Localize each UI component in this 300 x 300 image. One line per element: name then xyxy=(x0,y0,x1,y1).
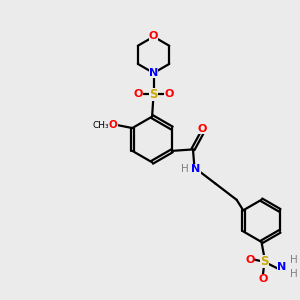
Text: H: H xyxy=(181,164,189,174)
Text: H: H xyxy=(290,268,298,279)
Text: O: O xyxy=(197,124,207,134)
Text: S: S xyxy=(260,255,269,268)
Text: N: N xyxy=(278,262,286,272)
Text: O: O xyxy=(164,89,173,99)
Text: CH₃: CH₃ xyxy=(93,121,109,130)
Text: O: O xyxy=(149,32,158,41)
Text: N: N xyxy=(149,68,158,78)
Text: H: H xyxy=(290,255,298,265)
Text: O: O xyxy=(258,274,268,284)
Text: O: O xyxy=(245,254,254,265)
Text: N: N xyxy=(191,164,200,174)
Text: O: O xyxy=(109,120,118,130)
Text: O: O xyxy=(134,89,143,99)
Text: S: S xyxy=(149,88,158,100)
